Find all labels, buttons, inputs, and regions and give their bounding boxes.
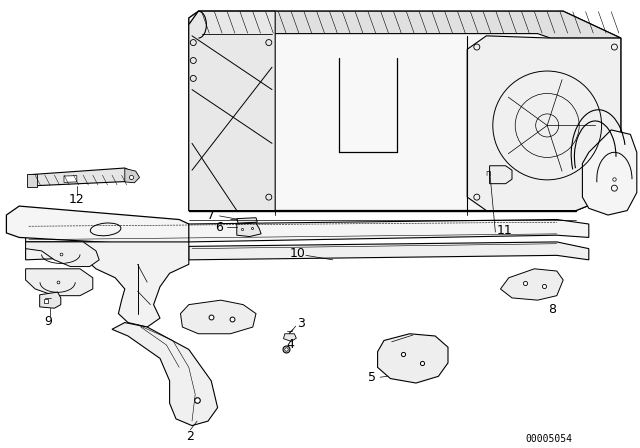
- Text: 7: 7: [207, 209, 215, 223]
- Polygon shape: [29, 168, 134, 186]
- Polygon shape: [284, 334, 296, 341]
- Polygon shape: [490, 166, 512, 184]
- Polygon shape: [237, 218, 257, 223]
- Polygon shape: [6, 206, 189, 246]
- Polygon shape: [189, 11, 621, 211]
- Text: 11: 11: [497, 224, 512, 237]
- Polygon shape: [467, 36, 621, 211]
- Polygon shape: [582, 130, 637, 215]
- Polygon shape: [180, 300, 256, 334]
- Text: 4: 4: [286, 337, 294, 351]
- Polygon shape: [26, 269, 93, 296]
- Text: 6: 6: [215, 221, 223, 234]
- Polygon shape: [112, 323, 218, 426]
- Text: 00005054: 00005054: [525, 434, 573, 444]
- Polygon shape: [125, 168, 140, 183]
- Polygon shape: [378, 334, 448, 383]
- Text: ⊓: ⊓: [485, 171, 490, 177]
- Text: 8: 8: [548, 302, 556, 316]
- Polygon shape: [26, 242, 189, 327]
- Polygon shape: [189, 11, 621, 38]
- Polygon shape: [500, 269, 563, 300]
- Polygon shape: [26, 220, 589, 242]
- Polygon shape: [27, 174, 37, 187]
- Polygon shape: [189, 242, 589, 260]
- Polygon shape: [237, 223, 261, 237]
- Text: 10: 10: [290, 246, 305, 260]
- Text: 2: 2: [186, 430, 194, 444]
- Polygon shape: [26, 242, 99, 267]
- Polygon shape: [64, 176, 77, 182]
- Text: 12: 12: [69, 193, 84, 206]
- Polygon shape: [40, 292, 61, 308]
- Text: 9: 9: [44, 315, 52, 328]
- Text: 3: 3: [297, 317, 305, 330]
- Text: 5: 5: [369, 370, 376, 384]
- Polygon shape: [189, 11, 275, 211]
